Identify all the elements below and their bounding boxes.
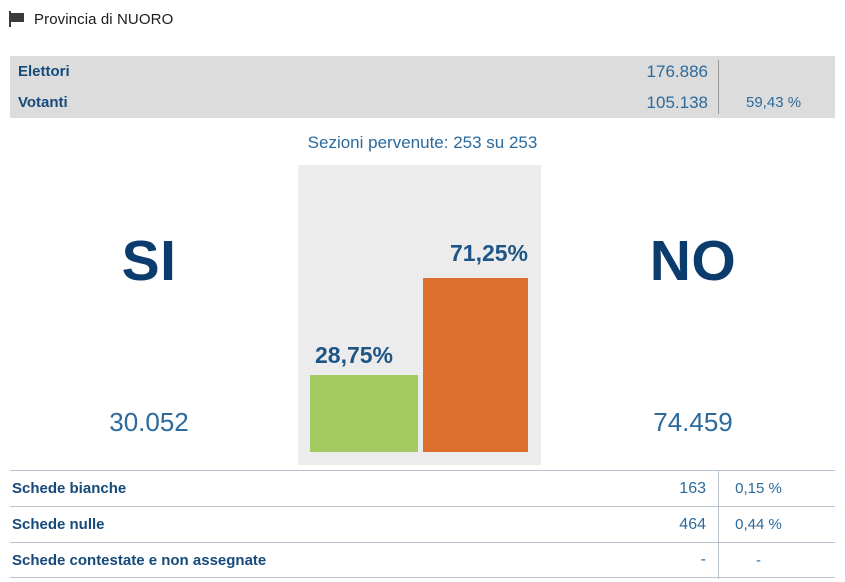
table-row: Schede bianche 163 0,15 %: [10, 470, 835, 507]
breadcrumb[interactable]: Provincia di NUORO: [8, 10, 173, 28]
result-votes-no: 74.459: [653, 407, 733, 437]
result-block-si: SI 30.052: [0, 165, 298, 465]
summary-pct-voters: 59,43 %: [746, 94, 802, 111]
ballots-pct-blank: 0,15 %: [735, 480, 782, 497]
summary-table: Elettori 176.886 Votanti 105.138 59,43 %: [10, 56, 835, 118]
result-block-no: NO 74.459: [541, 165, 845, 465]
flag-icon: [8, 10, 26, 28]
result-votes-si: 30.052: [109, 407, 189, 437]
table-row: Schede contestate e non assegnate - -: [10, 542, 835, 579]
summary-value-voters: 105.138: [646, 92, 708, 112]
sections-reported-label: Sezioni pervenute: 253 su 253: [307, 133, 538, 152]
ballots-label-null: Schede nulle: [12, 516, 105, 533]
summary-column-divider: [718, 60, 719, 114]
ballots-pct-null: 0,44 %: [735, 516, 782, 533]
ballots-label-blank: Schede bianche: [12, 480, 127, 497]
table-row: Schede nulle 464 0,44 %: [10, 506, 835, 543]
summary-value-electors: 176.886: [646, 61, 708, 81]
table-row: Votanti 105.138 59,43 %: [10, 87, 835, 118]
summary-label-voters: Votanti: [18, 94, 68, 111]
ballots-value-blank: 163: [679, 479, 706, 497]
table-row: Elettori 176.886: [10, 56, 835, 87]
result-label-no: NO: [649, 229, 737, 293]
summary-label-electors: Elettori: [18, 63, 70, 80]
bar-pct-label-no: 71,25%: [449, 240, 528, 266]
ballots-value-contested: -: [700, 551, 706, 568]
bar-pct-label-si: 28,75%: [314, 342, 393, 368]
ballots-table: Schede bianche 163 0,15 % Schede nulle 4…: [10, 470, 835, 579]
bar-si: [310, 375, 418, 452]
ballots-label-contested: Schede contestate e non assegnate: [12, 551, 267, 569]
ballots-value-null: 464: [679, 515, 706, 533]
chart-plot-panel: 28,75% 71,25%: [298, 165, 541, 465]
result-label-si: SI: [121, 229, 177, 293]
bar-no: [423, 278, 528, 452]
results-chart: SI 30.052 28,75% 71,25% NO 74.459: [0, 165, 845, 465]
breadcrumb-label: Provincia di NUORO: [34, 10, 174, 28]
ballots-pct-contested: -: [756, 551, 761, 569]
